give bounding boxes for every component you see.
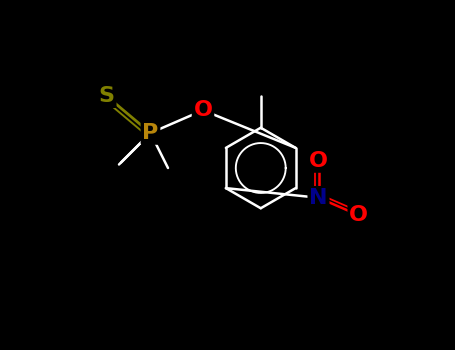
Text: S: S	[99, 86, 115, 106]
Text: P: P	[142, 123, 159, 143]
Text: O: O	[349, 205, 368, 225]
Text: O: O	[193, 100, 212, 120]
Text: N: N	[309, 188, 328, 208]
Text: O: O	[309, 151, 328, 171]
